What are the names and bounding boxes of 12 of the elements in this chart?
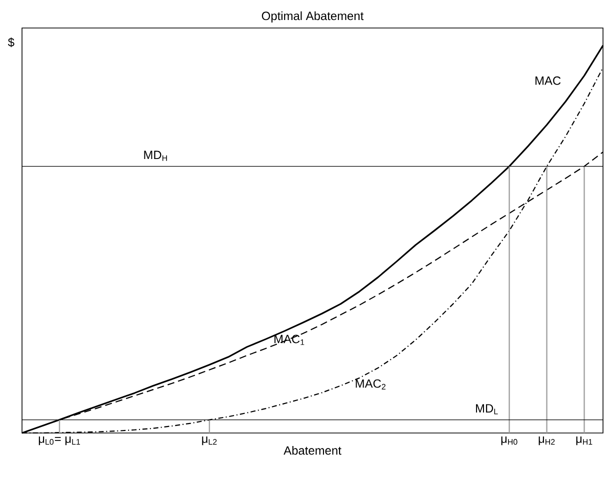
series-label: MAC bbox=[536, 76, 561, 85]
x-axis-title: Abatement bbox=[284, 446, 342, 455]
ref-line-label: MD$_{H}$ bbox=[144, 150, 167, 161]
ref-line-label: MD$_{L}$ bbox=[476, 404, 498, 414]
x-tick-label: μ$_{L0}$= μ$_{L1}$ bbox=[38, 436, 80, 446]
x-tick-label: μ$_{H2}$ bbox=[538, 436, 555, 446]
chart-title: Optimal Abatement bbox=[262, 11, 364, 22]
x-tick-label: μ$_{L2}$ bbox=[202, 436, 217, 446]
x-tick-label: μ$_{H0}$ bbox=[501, 436, 518, 446]
series-label: MAC$_{2}$ bbox=[356, 379, 386, 390]
y-axis-title: $ bbox=[8, 38, 14, 48]
x-tick-label: μ$_{H1}$ bbox=[576, 436, 592, 446]
